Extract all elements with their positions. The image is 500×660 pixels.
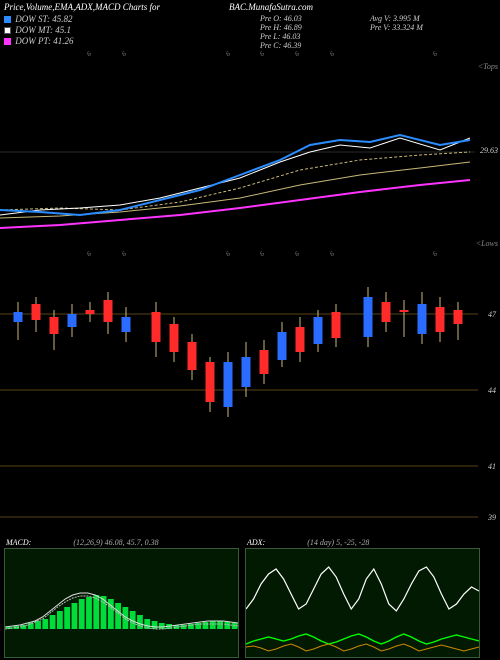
pre-open: Pre O: 46.03 [260,14,302,23]
adx-plot [245,548,480,658]
price-right-tick: 29.63 [480,146,498,155]
candle-panel: 47 44 41 39 [0,262,500,532]
svg-text:41: 41 [488,462,496,471]
legend-pt-swatch [4,38,11,45]
ohlc-block: Pre O: 46.03 Pre H: 46.89 Pre L: 46.03 P… [260,14,302,50]
pre-volume: Pre V: 33.324 M [370,23,423,32]
macd-params: (12,26,9) 46.08, 45.7, 0.38 [73,538,158,547]
legend-mt-swatch [4,27,11,34]
mid-ticks: 6666666 [0,250,500,260]
lows-label: <Lows [476,239,498,248]
adx-title: ADX: [247,538,265,547]
macd-title-row: MACD: (12,26,9) 46.08, 45.7, 0.38 [4,538,239,547]
legend-st: DOW ST: 45.82 [4,14,74,25]
svg-text:44: 44 [488,386,496,395]
adx-svg [246,549,479,657]
legend-mt-label: DOW MT: 45.1 [15,25,71,35]
svg-text:47: 47 [488,310,497,319]
svg-text:39: 39 [487,513,496,522]
title-ticker: BAC.MunafaSutra.com [229,2,313,12]
title-prefix: Price,Volume,EMA,ADX,MACD Charts for [4,2,160,12]
legend-st-swatch [4,16,11,23]
legend-pt-label: DOW PT: 41.26 [15,36,73,46]
macd-title: MACD: [6,538,31,547]
candle-svg: 47 44 41 39 [0,262,500,532]
indicator-row: MACD: (12,26,9) 46.08, 45.7, 0.38 ADX: (… [0,538,500,658]
pre-low: Pre L: 46.03 [260,32,302,41]
chart-header: Price,Volume,EMA,ADX,MACD Charts for BAC… [0,0,500,50]
avg-volume: Avg V: 3.995 M [370,14,423,23]
top-ticks: 6666666 [0,50,500,60]
macd-svg [5,549,238,657]
price-svg [0,60,500,250]
legend: DOW ST: 45.82 DOW MT: 45.1 DOW PT: 41.26 [4,14,74,47]
adx-params: (14 day) 5, -25, -28 [307,538,369,547]
macd-plot [4,548,239,658]
legend-pt: DOW PT: 41.26 [4,36,74,47]
adx-title-row: ADX: (14 day) 5, -25, -28 [245,538,480,547]
legend-st-label: DOW ST: 45.82 [15,14,72,24]
adx-box: ADX: (14 day) 5, -25, -28 [245,538,480,658]
price-panel: <Tops 29.63 <Lows [0,60,500,250]
volume-block: Avg V: 3.995 M Pre V: 33.324 M [370,14,423,32]
legend-mt: DOW MT: 45.1 [4,25,74,36]
pre-high: Pre H: 46.89 [260,23,302,32]
chart-title: Price,Volume,EMA,ADX,MACD Charts for BAC… [4,2,160,12]
macd-box: MACD: (12,26,9) 46.08, 45.7, 0.38 [4,538,239,658]
tops-label: <Tops [478,62,498,71]
